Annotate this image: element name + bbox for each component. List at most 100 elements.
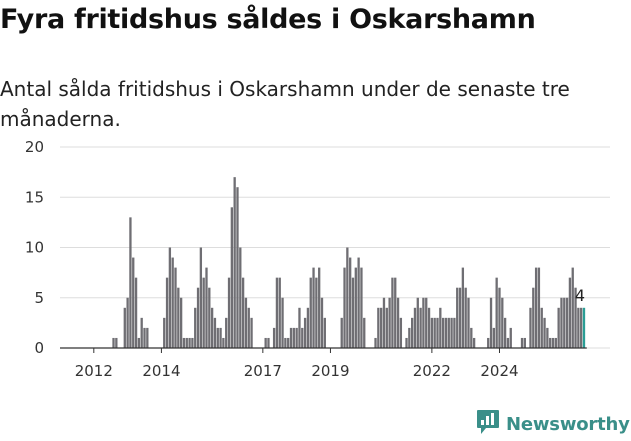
bar [275, 277, 279, 348]
x-axis: 2012 2014 2017 2019 2022 2024 [60, 347, 587, 380]
bar [278, 277, 281, 348]
bar [315, 277, 318, 348]
bar [241, 277, 245, 348]
bar [318, 267, 321, 348]
bar [537, 267, 541, 348]
x-tick-label: 2012 [75, 362, 113, 380]
bar [503, 317, 507, 348]
bar [250, 317, 253, 348]
bar [188, 337, 191, 348]
bar [534, 267, 538, 348]
bar [225, 317, 228, 348]
bar [456, 287, 459, 348]
bar [489, 297, 493, 348]
x-tick-label: 2014 [142, 362, 180, 380]
bar [498, 287, 501, 348]
bar [532, 287, 535, 348]
bar [146, 327, 149, 348]
bar [196, 287, 200, 348]
bar [388, 297, 391, 348]
bar [247, 307, 250, 348]
bar [292, 327, 295, 348]
y-tick-label: 10 [25, 239, 44, 257]
newsworthy-chart-logo-icon [476, 408, 500, 441]
chart-subtitle: Antal sålda fritidshus i Oskarshamn unde… [0, 77, 570, 131]
bar [523, 337, 526, 348]
bar [529, 307, 532, 348]
bar [233, 177, 236, 348]
bar [129, 217, 132, 348]
bar [140, 317, 143, 348]
x-tick-label: 2022 [413, 362, 451, 380]
bar [179, 297, 183, 348]
bar [301, 327, 304, 348]
bar [182, 337, 186, 348]
bar [506, 337, 510, 348]
bar [571, 267, 574, 348]
bar [433, 317, 436, 348]
bar [199, 247, 203, 348]
y-tick-label: 20 [25, 138, 44, 156]
bar [264, 337, 267, 348]
bar [382, 297, 386, 348]
bar-highlight [582, 307, 586, 348]
bar [444, 317, 448, 348]
bar [549, 337, 552, 348]
bar [405, 337, 408, 348]
bar [557, 307, 560, 348]
bar [391, 277, 394, 348]
bar [346, 247, 349, 348]
bar [411, 317, 414, 348]
bar [461, 267, 465, 348]
bar [171, 257, 174, 348]
bar [194, 307, 197, 348]
bar [267, 337, 270, 348]
bar [554, 337, 557, 348]
bar [470, 327, 473, 348]
bar [343, 267, 346, 348]
bar [363, 317, 366, 348]
bar [303, 317, 307, 348]
bar [574, 287, 577, 348]
bar [467, 297, 470, 348]
bar [447, 317, 450, 348]
bar [323, 317, 326, 348]
bar [208, 287, 211, 348]
bar [191, 337, 194, 348]
bar [577, 307, 580, 348]
bar [501, 297, 504, 348]
bar [112, 337, 115, 348]
bar [295, 327, 298, 348]
bar [563, 297, 566, 348]
bar [453, 317, 456, 348]
bar [419, 307, 422, 348]
bar [115, 337, 118, 348]
bar [349, 257, 352, 348]
bar [185, 337, 188, 348]
bar [123, 307, 126, 348]
chart-title: Fyra fritidshus såldes i Oskarshamn [0, 4, 536, 35]
bar [163, 317, 166, 348]
bar [340, 317, 343, 348]
bar [244, 297, 248, 348]
bar [472, 337, 476, 348]
brand-logo[interactable]: Newsworthy [476, 408, 630, 441]
bar [216, 327, 219, 348]
bar [450, 317, 453, 348]
x-tick-label: 2024 [480, 362, 518, 380]
bar [487, 337, 490, 348]
bar [430, 317, 434, 348]
x-tick-label: 2019 [311, 362, 349, 380]
bar [380, 307, 383, 348]
bar [272, 327, 276, 348]
bar [177, 287, 180, 348]
bar [560, 297, 563, 348]
bar [439, 307, 442, 348]
y-tick-label: 15 [25, 188, 44, 206]
bar [565, 297, 569, 348]
bar [312, 267, 315, 348]
bar [413, 307, 417, 348]
bar [543, 317, 546, 348]
bar [219, 327, 222, 348]
y-axis-labels: 0 5 10 15 20 [25, 138, 44, 357]
